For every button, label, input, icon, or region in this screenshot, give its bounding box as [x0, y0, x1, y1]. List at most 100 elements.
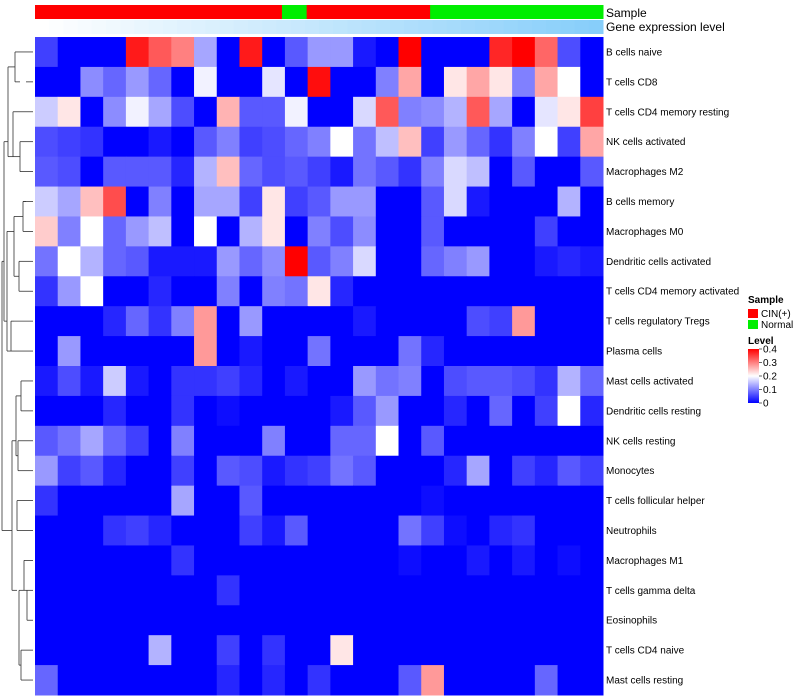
heatmap-cell [421, 605, 444, 635]
heatmap-cell [512, 276, 535, 306]
heatmap-cell [262, 516, 285, 546]
heatmap-cell [126, 426, 149, 456]
heatmap-cell [558, 216, 581, 246]
heatmap-cell [330, 545, 353, 575]
heatmap-cell [558, 157, 581, 187]
heatmap-cell [171, 276, 194, 306]
heatmap-cell [194, 127, 217, 157]
heatmap-cell [421, 157, 444, 187]
heatmap-cell [330, 426, 353, 456]
heatmap-cell [353, 396, 376, 426]
heatmap-cell [194, 456, 217, 486]
legend-swatch-normal [748, 320, 758, 329]
heatmap-cell [217, 37, 240, 67]
gene-expression-annotation-cell [35, 20, 50, 34]
heatmap-cell [558, 426, 581, 456]
heatmap-cell [217, 157, 240, 187]
heatmap-cell [171, 306, 194, 336]
heatmap-cell [239, 37, 262, 67]
gene-expression-annotation-cell [560, 20, 575, 34]
heatmap-cell [399, 216, 422, 246]
heatmap-cell [308, 336, 331, 366]
heatmap-cell [126, 635, 149, 665]
heatmap-cell [217, 665, 240, 695]
heatmap-cell [171, 516, 194, 546]
heatmap-cell [262, 246, 285, 276]
heatmap-cell [149, 187, 172, 217]
heatmap-cell [103, 426, 126, 456]
heatmap-cell [467, 456, 490, 486]
heatmap-cell [126, 216, 149, 246]
heatmap-cell [489, 486, 512, 516]
heatmap-cell [444, 246, 467, 276]
heatmap-cell [194, 366, 217, 396]
heatmap-cell [580, 127, 603, 157]
gene-expression-annotation-cell [376, 20, 391, 34]
heatmap-cell [399, 306, 422, 336]
row-label: Eosinophils [606, 616, 657, 627]
heatmap-cell [512, 516, 535, 546]
heatmap-cell [171, 665, 194, 695]
heatmap-cell [535, 486, 558, 516]
heatmap-cell [376, 366, 399, 396]
heatmap-cell [467, 276, 490, 306]
heatmap-cell [444, 545, 467, 575]
heatmap-cell [558, 635, 581, 665]
heatmap-cell [489, 127, 512, 157]
row-label: Mast cells resting [606, 676, 683, 687]
heatmap-cell [444, 97, 467, 127]
heatmap-cell [444, 37, 467, 67]
heatmap-cell [285, 187, 308, 217]
heatmap-cell [194, 635, 217, 665]
heatmap-cell [467, 246, 490, 276]
annotation-label-sample: Sample [606, 6, 647, 20]
heatmap-cell [35, 635, 58, 665]
heatmap-cell [580, 246, 603, 276]
heatmap-cell [262, 306, 285, 336]
heatmap-cell [399, 516, 422, 546]
heatmap-cell [103, 486, 126, 516]
row-label: T cells CD4 naive [606, 646, 685, 657]
heatmap-cell [353, 516, 376, 546]
legend-swatch-cin [748, 309, 758, 318]
heatmap-cell [512, 575, 535, 605]
gene-expression-annotation-cell [305, 20, 320, 34]
heatmap-cell [444, 486, 467, 516]
row-label: B cells naive [606, 47, 663, 58]
heatmap-cell [330, 216, 353, 246]
heatmap-cell [35, 575, 58, 605]
heatmap-cell [580, 97, 603, 127]
heatmap-cell [285, 127, 308, 157]
heatmap-cell [467, 216, 490, 246]
heatmap-cell [171, 246, 194, 276]
heatmap-cell [489, 366, 512, 396]
heatmap-cell [217, 516, 240, 546]
heatmap-cell [399, 127, 422, 157]
heatmap-cell [558, 127, 581, 157]
heatmap-cell [580, 216, 603, 246]
heatmap-cell [80, 97, 103, 127]
heatmap-cell [467, 545, 490, 575]
row-labels: B cells naiveT cells CD8T cells CD4 memo… [606, 47, 739, 686]
sample-annotation-cell [257, 5, 282, 19]
legend-sample-title: Sample [748, 295, 784, 306]
heatmap-cell [80, 605, 103, 635]
heatmap-cell [421, 486, 444, 516]
heatmap-cell [399, 426, 422, 456]
heatmap-cell [330, 67, 353, 97]
heatmap-cell [217, 366, 240, 396]
row-label: Neutrophils [606, 526, 657, 537]
heatmap-cell [103, 306, 126, 336]
heatmap-cell [262, 127, 285, 157]
heatmap-cell [421, 456, 444, 486]
row-label: NK cells activated [606, 137, 685, 148]
heatmap-cell [262, 486, 285, 516]
legend-level-tick-label: 0.3 [763, 358, 777, 369]
heatmap-cell [80, 37, 103, 67]
heatmap-cell [171, 605, 194, 635]
heatmap-cell [399, 157, 422, 187]
heatmap-cell [58, 37, 81, 67]
row-label: Mast cells activated [606, 376, 693, 387]
heatmap-cell [399, 97, 422, 127]
heatmap-cell [103, 366, 126, 396]
